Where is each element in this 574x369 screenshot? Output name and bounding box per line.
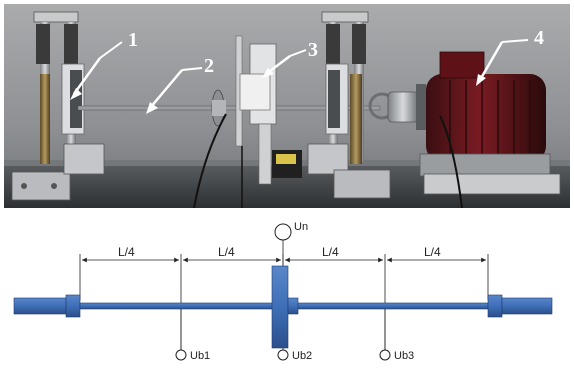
node-label-ub1: Ub1 bbox=[190, 350, 210, 362]
segment-label-1: L/4 bbox=[118, 245, 135, 259]
shaft-schematic: L/4 L/4 L/4 L/4 Un Ub1 Ub2 Ub3 bbox=[13, 221, 553, 362]
node-ub2: Ub2 bbox=[277, 348, 312, 362]
segment-label-2: L/4 bbox=[218, 245, 235, 259]
node-label-un: Un bbox=[294, 221, 308, 233]
left-bearing-support bbox=[11, 11, 105, 201]
shaft bbox=[77, 105, 381, 111]
segment-label-4: L/4 bbox=[424, 245, 441, 259]
callout-label-2: 2 bbox=[204, 55, 214, 77]
callout-3: 3 bbox=[262, 39, 318, 78]
node-label-ub3: Ub3 bbox=[394, 350, 414, 362]
node-ub1: Ub1 bbox=[175, 309, 210, 362]
callout-label-1: 1 bbox=[128, 29, 138, 51]
coupling bbox=[368, 84, 426, 130]
right-bearing-support bbox=[307, 11, 391, 199]
segment-label-3: L/4 bbox=[322, 245, 339, 259]
callout-4: 4 bbox=[476, 27, 544, 86]
callout-label-4: 4 bbox=[534, 27, 544, 49]
callout-2: 2 bbox=[146, 55, 214, 114]
center-sensor-assembly bbox=[193, 35, 302, 208]
node-label-ub2: Ub2 bbox=[292, 350, 312, 362]
schematic-shaft bbox=[13, 265, 553, 349]
callout-label-3: 3 bbox=[308, 39, 318, 61]
node-un: Un bbox=[274, 221, 308, 266]
node-ub3: Ub3 bbox=[379, 309, 414, 362]
callout-1: 1 bbox=[70, 29, 138, 100]
test-rig-photo: 1 2 3 4 bbox=[4, 4, 570, 208]
electric-motor bbox=[419, 51, 561, 208]
